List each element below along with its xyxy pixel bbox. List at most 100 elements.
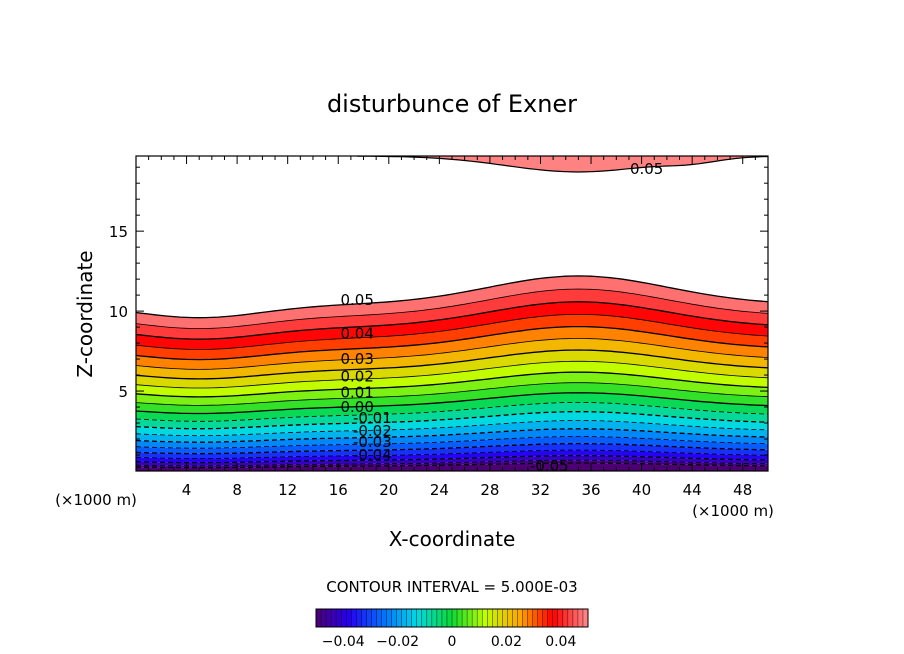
colorbar-segment <box>487 609 493 627</box>
colorbar-segment <box>321 609 327 627</box>
colorbar-segment <box>572 609 579 627</box>
contour-label: 0.02 <box>340 368 373 386</box>
colorbar-tick-label: −0.04 <box>322 634 365 650</box>
axis-ticks <box>136 156 768 471</box>
x-tick-label: 20 <box>379 481 398 499</box>
colorbar-tick-label: 0.02 <box>491 634 522 650</box>
colorbar-segment <box>477 609 483 627</box>
colorbar-frame <box>315 608 589 628</box>
colorbar-segment <box>552 609 559 627</box>
colorbar-segment <box>426 609 433 627</box>
colorbar-segment <box>532 609 538 627</box>
contour-line <box>357 156 768 173</box>
contour-line <box>136 462 768 469</box>
contour-line <box>136 338 768 370</box>
plot-area: 0.050.040.030.020.010.00-0.01-0.02-0.03-… <box>136 156 768 475</box>
y-tick-label: 10 <box>109 303 128 321</box>
contour-line <box>136 455 768 464</box>
colorbar-segment <box>351 609 357 627</box>
x-tick-label: 44 <box>683 481 702 499</box>
contour-band <box>136 455 768 466</box>
contour-band <box>136 443 768 459</box>
x-tick-label: 16 <box>329 481 348 499</box>
x-tick-label: 36 <box>581 481 600 499</box>
colorbar-tick-label: 0 <box>448 634 457 650</box>
contour-line <box>136 313 768 350</box>
x-tick-label: 4 <box>182 481 192 499</box>
colorbar-segment <box>441 609 448 627</box>
contour-band <box>136 372 768 406</box>
contour-line <box>136 288 768 329</box>
colorbar-segment <box>567 609 574 627</box>
colorbar-tick-label: 0.04 <box>545 634 576 650</box>
contour-label: 0.05 <box>630 160 663 178</box>
contour-label: 0.00 <box>340 398 373 416</box>
contour-band <box>136 338 768 379</box>
x-tick-label: 12 <box>278 481 297 499</box>
colorbar-segment <box>361 609 367 627</box>
contour-line <box>136 436 768 449</box>
y-tick-labels: 5 10 15 <box>109 223 128 401</box>
contour-label: 0.05 <box>340 291 373 309</box>
colorbar-segment <box>517 609 523 627</box>
contour-band <box>136 314 768 360</box>
x-axis-label: X-coordinate <box>389 527 516 551</box>
contour-band <box>136 350 768 388</box>
colorbar-segment <box>356 609 362 627</box>
contour-band <box>136 402 768 429</box>
contour-line <box>136 382 768 406</box>
contour-line <box>136 360 768 389</box>
contour-band <box>136 326 768 370</box>
contour-line <box>136 402 768 422</box>
colorbar-segment <box>562 609 569 627</box>
colorbar-segment <box>497 609 503 627</box>
x-tick-labels: 4 8 12 16 20 24 28 32 36 40 44 48 <box>182 481 752 499</box>
colorbar-segment <box>326 609 332 627</box>
colorbar-segment <box>386 609 392 627</box>
contour-label: -0.05 <box>530 457 569 475</box>
contour-label: 0.04 <box>340 324 373 342</box>
contour-band <box>136 361 768 397</box>
colorbar-segment <box>472 609 478 627</box>
contour-line <box>136 275 768 319</box>
contour-line <box>136 420 768 437</box>
contour-band <box>136 460 768 468</box>
colorbar-segment <box>371 609 377 627</box>
contour-label: -0.03 <box>353 433 392 451</box>
x-tick-label: 40 <box>632 481 651 499</box>
colorbar-tick-label: −0.02 <box>376 634 419 650</box>
colorbar-segment <box>416 609 423 627</box>
contour-labels: 0.050.040.030.020.010.00-0.01-0.02-0.03-… <box>340 160 663 475</box>
contour-band <box>136 411 768 436</box>
colorbar-segment <box>507 609 513 627</box>
x-tick-label: 32 <box>531 481 550 499</box>
colorbar-segment <box>376 609 382 627</box>
colorbar-segment <box>346 609 352 627</box>
contour-line <box>136 349 768 380</box>
colorbar-segment <box>557 609 564 627</box>
contour-label: 0.03 <box>340 350 373 368</box>
contour-line <box>136 428 768 443</box>
contour-interval-text: CONTOUR INTERVAL = 5.000E-03 <box>326 578 577 596</box>
contour-line <box>136 449 768 459</box>
colorbar-segment <box>452 609 458 627</box>
contour-label: -0.04 <box>353 446 392 464</box>
colorbar-segment <box>446 609 453 627</box>
contour-line <box>136 411 768 430</box>
contour-line <box>136 459 768 467</box>
contour-band <box>136 289 768 340</box>
colorbar-segment <box>411 609 418 627</box>
colorbar-segment <box>401 609 407 627</box>
colorbar-segment <box>527 609 533 627</box>
contour-band <box>136 436 768 454</box>
colorbar-segment <box>316 609 322 627</box>
colorbar-segment <box>542 609 549 627</box>
chart-title: disturbunce of Exner <box>327 90 577 118</box>
colorbar-segment <box>512 609 518 627</box>
colorbar-segment <box>467 609 473 627</box>
colorbar-segment <box>341 609 347 627</box>
contour-band <box>136 392 768 422</box>
colorbar-segment <box>462 609 468 627</box>
y-tick-label: 5 <box>118 383 128 401</box>
contour-band <box>136 382 768 414</box>
